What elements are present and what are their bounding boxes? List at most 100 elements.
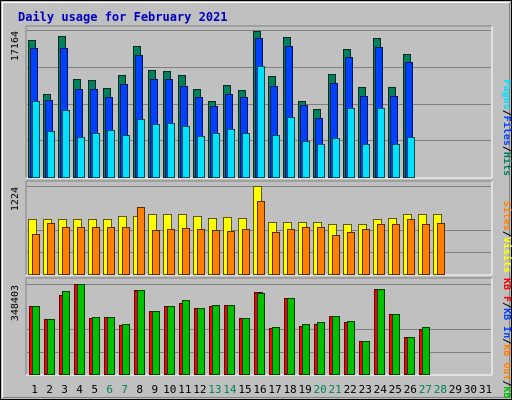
x-tick-label: 24 <box>374 383 388 396</box>
bar-sites <box>77 227 85 275</box>
bar-pages <box>92 133 100 178</box>
bar-sites <box>197 229 205 275</box>
bar-pages <box>77 137 85 178</box>
bar-kb-in <box>407 337 415 375</box>
bar-pages <box>272 135 280 178</box>
bar-pages <box>137 119 145 178</box>
bar-pages <box>302 141 310 178</box>
legend-entry: / <box>501 338 512 344</box>
bar-sites <box>257 201 265 275</box>
bar-kb-in <box>317 322 325 375</box>
bar-pages <box>47 131 55 178</box>
x-tick-label: 13 <box>208 383 221 396</box>
bar-pages <box>152 124 160 178</box>
x-tick-label: 10 <box>163 383 176 396</box>
x-tick-label: 4 <box>76 383 83 396</box>
bar-sites <box>272 232 280 275</box>
legend-entry: KB In <box>501 308 512 338</box>
bar-sites <box>377 224 385 275</box>
bar-sites <box>317 227 325 275</box>
x-tick-label: 22 <box>344 383 357 396</box>
legend-entry: Sites <box>501 201 512 231</box>
legend-entry: KB In <box>501 386 512 400</box>
x-tick-label: 14 <box>223 383 237 396</box>
legend-entry: / <box>501 302 512 308</box>
x-tick-label: 3 <box>61 383 68 396</box>
bar-sites <box>137 207 145 275</box>
legend-entry: Pages <box>501 80 512 110</box>
legend-entry: Visits <box>501 237 512 273</box>
x-tick-label: 28 <box>434 383 447 396</box>
bar-sites <box>62 227 70 275</box>
bar-kb-in <box>182 300 190 375</box>
bar-sites <box>362 229 370 275</box>
legend-entry: Files <box>501 116 512 146</box>
bar-pages <box>362 144 370 178</box>
x-tick-label: 9 <box>151 383 158 396</box>
bar-sites <box>437 223 445 275</box>
bar-kb-in <box>257 293 265 375</box>
bar-sites <box>392 224 400 275</box>
x-tick-label: 27 <box>419 383 432 396</box>
x-tick-label: 2 <box>46 383 53 396</box>
bar-kb-in <box>77 284 85 375</box>
bar-pages <box>182 126 190 178</box>
bar-sites <box>107 227 115 275</box>
bar-pages <box>62 110 70 178</box>
bar-kb-in <box>242 318 250 375</box>
bar-sites <box>47 223 55 275</box>
bar-kb-in <box>347 321 355 375</box>
chart-title: Daily usage for February 2021 <box>18 10 228 24</box>
bar-pages <box>287 117 295 178</box>
bar-kb-in <box>62 291 70 375</box>
bar-pages <box>332 138 340 178</box>
x-tick-label: 30 <box>464 383 477 396</box>
bar-pages <box>347 108 355 178</box>
x-tick-label: 21 <box>329 383 342 396</box>
bar-sites <box>242 229 250 275</box>
bar-kb-in <box>302 324 310 375</box>
legend: KB F/KB In/KB Out/KB In <box>501 278 512 400</box>
bar-sites <box>92 227 100 275</box>
x-tick-label: 15 <box>238 383 251 396</box>
bar-kb-in <box>122 324 130 375</box>
legend-entry: Hits <box>501 152 512 176</box>
y-max-label: 348403 <box>10 285 21 321</box>
bar-kb-in <box>287 298 295 375</box>
x-tick-label: 1 <box>31 383 38 396</box>
legend-entry: / <box>501 110 512 116</box>
bar-pages <box>227 129 235 178</box>
x-tick-label: 31 <box>479 383 492 396</box>
y-max-label: 17164 <box>10 31 21 61</box>
x-tick-label: 20 <box>314 383 327 396</box>
legend-entry: KB Out <box>501 344 512 380</box>
panel-kbin-kbout: 348403 KB F/KB In/KB Out/KB In <box>10 277 512 400</box>
bar-sites <box>167 229 175 275</box>
bar-sites <box>122 227 130 275</box>
bar-kb-in <box>152 311 160 375</box>
legend: Pages/Files/Hits <box>501 80 512 176</box>
bar-pages <box>377 108 385 178</box>
bar-kb-in <box>92 317 100 375</box>
bar-sites <box>287 229 295 275</box>
panel-visits-sites: 1224 Sites/Visits <box>10 180 512 276</box>
bar-kb-in <box>137 290 145 375</box>
legend: Sites/Visits <box>501 201 512 273</box>
bar-pages <box>212 133 220 178</box>
bar-sites <box>302 227 310 275</box>
bar-kb-in <box>212 305 220 375</box>
bar-sites <box>422 224 430 275</box>
bar-pages <box>107 130 115 178</box>
x-axis: 1 2 3 4 5 6 7 8 9 10 11 12 13 14 15 16 17 18 19 20 21 22 23 24 2… <box>31 383 492 396</box>
y-max-label: 1224 <box>10 187 21 211</box>
bar-kb-in <box>32 306 40 375</box>
legend-entry: / <box>501 380 512 386</box>
bar-kb-in <box>272 327 280 375</box>
x-tick-label: 29 <box>449 383 462 396</box>
x-tick-label: 12 <box>193 383 206 396</box>
x-tick-label: 26 <box>404 383 417 396</box>
bar-pages <box>32 101 40 178</box>
bar-kb-in <box>167 306 175 375</box>
